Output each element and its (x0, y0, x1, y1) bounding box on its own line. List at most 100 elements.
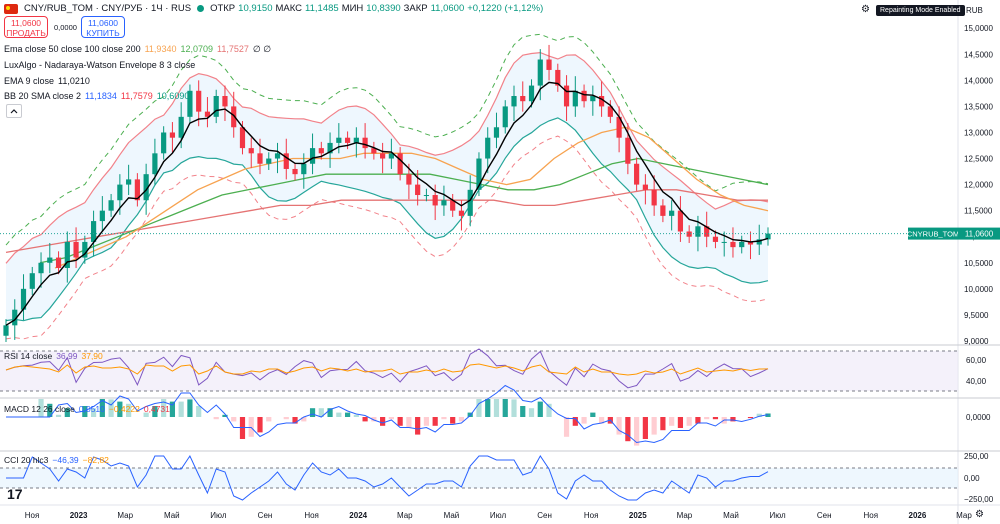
macd-histogram-bar (248, 417, 254, 437)
time-tick-label: Мар (956, 511, 972, 520)
candle-body (47, 257, 53, 263)
macd-histogram-bar (441, 417, 447, 420)
candle-body (528, 85, 535, 102)
time-tick-label: Мар (677, 511, 693, 520)
cci-legend[interactable]: CCI 20 hlc3 −46,39 −82,82 (4, 455, 109, 465)
macd-histogram-bar (511, 399, 517, 417)
buy-price: 11,0600 (87, 18, 119, 28)
macd-histogram-bar (476, 399, 482, 417)
macd-histogram-bar (99, 399, 105, 417)
candle-body (362, 137, 368, 149)
macd-histogram-bar (397, 417, 403, 426)
rsi-band (0, 351, 958, 391)
candle-body (520, 95, 526, 102)
macd-histogram-bar (187, 399, 193, 417)
currency-label[interactable]: RUB (966, 6, 983, 15)
candle-body (309, 148, 316, 164)
candle-body (669, 210, 675, 216)
macd-histogram-bar (283, 417, 289, 420)
candle-body (493, 127, 500, 138)
price-tick-label: 13,0000 (964, 128, 993, 137)
candle-body (380, 153, 386, 159)
macd-histogram-bar (432, 417, 438, 426)
price-tick-label: 15,0000 (964, 24, 993, 33)
candle-body (502, 106, 508, 128)
macd-legend[interactable]: MACD 12 26 close 0,0510 −0,4222 0,4731 (4, 404, 170, 414)
macd-histogram-bar (90, 408, 97, 417)
sell-label: ПРОДАТЬ (6, 28, 46, 38)
envelope-lower-line (5, 135, 769, 340)
legend-envelope[interactable]: LuxAlgo - Nadaraya-Watson Envelope 8 3 c… (4, 60, 196, 70)
candle-body (581, 90, 587, 102)
collapse-legend-button[interactable] (6, 104, 22, 118)
macd-histogram-bar (747, 417, 754, 419)
macd-histogram-bar (642, 417, 648, 439)
macd-histogram-bar (126, 403, 132, 417)
candle-body (257, 153, 263, 164)
cci-tick-label: 0,00 (964, 474, 980, 483)
candle-body (108, 200, 114, 211)
rsi-line (5, 348, 769, 389)
tradingview-logo[interactable]: 17 (7, 486, 23, 502)
macd-histogram-bar (704, 417, 710, 420)
macd-histogram-bar (423, 417, 430, 426)
candle-body (625, 137, 631, 164)
macd-histogram-bar (266, 417, 272, 422)
candle-body (739, 241, 745, 248)
price-tick-label: 14,0000 (964, 76, 993, 85)
macd-histogram-bar (257, 417, 263, 433)
buy-button[interactable]: 11,0600 КУПИТЬ (81, 16, 125, 38)
macd-histogram-bar (64, 408, 70, 417)
price-tick-label: 12,0000 (964, 181, 993, 190)
candle-body (292, 168, 298, 175)
macd-histogram-bar (406, 417, 412, 428)
macd-histogram-bar (117, 401, 123, 417)
candle-body (20, 288, 27, 310)
candle-body (651, 189, 657, 206)
candle-body (511, 95, 517, 107)
macd-histogram-bar (152, 406, 158, 417)
legend-ema-multi[interactable]: Ema close 50 close 100 close 200 11,9340… (4, 44, 272, 54)
time-tick-label: Май (164, 511, 180, 520)
macd-histogram-bar (327, 408, 333, 417)
candle-body (590, 95, 596, 102)
candle-body (239, 127, 246, 149)
candle-body (756, 239, 762, 245)
candle-body (616, 116, 622, 138)
macd-line (6, 384, 769, 444)
candle-body (677, 210, 684, 232)
macd-histogram-bar (178, 401, 184, 417)
sell-button[interactable]: 11,0600 ПРОДАТЬ (4, 16, 48, 38)
macd-histogram-bar (222, 414, 228, 417)
symbol-title[interactable]: CNY/RUB_TOM · CNY/РУБ · 1Ч · RUS (24, 3, 192, 14)
macd-histogram-bar (309, 408, 316, 417)
macd-histogram-bar (371, 417, 377, 422)
candle-body (388, 153, 394, 159)
rsi-tick-label: 60,00 (966, 356, 987, 365)
macd-histogram-bar (520, 406, 526, 417)
gear-icon[interactable]: ⚙ (861, 4, 870, 15)
macd-histogram-bar (231, 417, 237, 422)
candle-body (152, 153, 158, 175)
candle-body (117, 184, 123, 201)
macd-histogram-bar (485, 399, 491, 417)
time-tick-label: 2025 (629, 511, 647, 520)
candle-body (318, 148, 324, 154)
settings-icon[interactable]: ⚙ (975, 509, 984, 520)
macd-histogram-bar (458, 417, 465, 422)
macd-histogram-bar (677, 417, 684, 428)
legend-ema9[interactable]: EMA 9 close 11,0210 (4, 76, 90, 86)
time-tick-label: Ноя (25, 511, 40, 520)
rsi-tick-label: 40,00 (966, 377, 987, 386)
chevron-up-icon (10, 109, 18, 114)
candle-body (423, 195, 430, 197)
macd-histogram-bar (450, 417, 456, 424)
legend-bb[interactable]: BB 20 SMA close 2 11,1834 11,7579 10,609… (4, 91, 190, 101)
time-tick-label: Ноя (304, 511, 319, 520)
candle-body (143, 174, 149, 201)
macd-histogram-bar (625, 417, 631, 442)
rsi-legend[interactable]: RSI 14 close 36,99 37,90 (4, 351, 103, 361)
price-tag-value-text: 11,0600 (965, 230, 994, 239)
buy-label: КУПИТЬ (86, 28, 120, 38)
